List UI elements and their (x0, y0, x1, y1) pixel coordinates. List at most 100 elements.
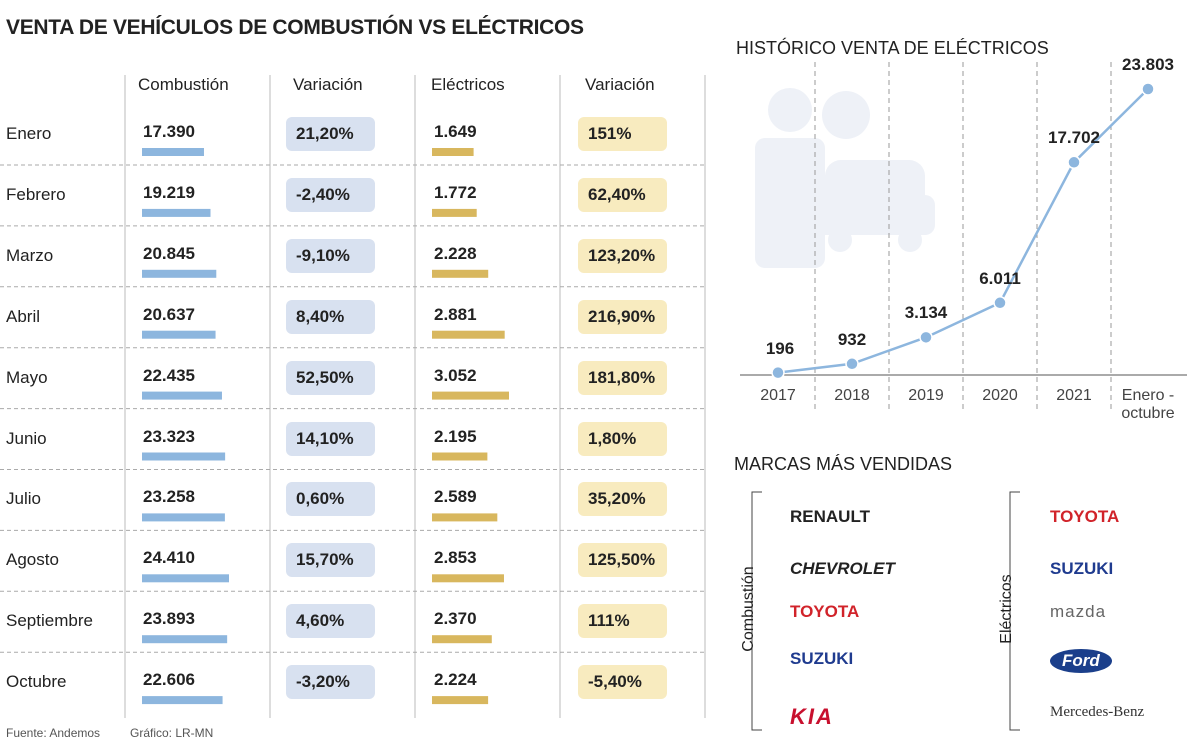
credit: Gráfico: LR-MN (130, 726, 214, 740)
combustion-value: 24.410 (143, 548, 195, 568)
brand-name: TOYOTA (790, 602, 860, 621)
combustion-value: 23.323 (143, 426, 195, 446)
combustion-bar (142, 148, 204, 156)
x-tick-label: 2021 (1056, 387, 1092, 404)
brand-name: CHEVROLET (790, 559, 895, 578)
combustion-bar (142, 513, 225, 522)
electric-value: 3.052 (434, 365, 477, 385)
chart-title: HISTÓRICO VENTA DE ELÉCTRICOS (736, 38, 1049, 58)
combustion-value: 22.606 (143, 670, 195, 690)
combustion-value: 19.219 (143, 182, 195, 202)
combustion-bar (142, 696, 223, 705)
electric-value: 2.853 (434, 548, 477, 568)
point (1067, 155, 1081, 170)
title: VENTA DE VEHÍCULOS DE COMBUSTIÓN VS ELÉC… (6, 16, 584, 39)
electric-change: 111% (578, 604, 667, 639)
combustion-bar (142, 208, 211, 217)
combustion-value: 22.435 (143, 365, 195, 385)
electric-value: 1.772 (434, 182, 477, 202)
column-header: Variación (293, 75, 363, 94)
source: Fuente: Andemos (6, 726, 101, 740)
combustion-value: 23.893 (143, 609, 195, 629)
combustion-change: -2,40% (286, 177, 375, 212)
combustion-value: 23.258 (143, 487, 195, 507)
x-tick-label: 2018 (834, 387, 870, 404)
electric-change: 62,40% (578, 177, 667, 212)
month-label: Mayo (6, 367, 48, 387)
combustion-value: 20.845 (143, 243, 195, 263)
group-label: Combustión (740, 566, 757, 652)
combustion-bar (142, 574, 229, 583)
column-header: Combustión (138, 75, 229, 94)
column-header: Eléctricos (431, 75, 505, 94)
x-tick-label: Enero - octubre (1121, 387, 1175, 422)
point (993, 296, 1007, 310)
electric-change: 1,80% (578, 421, 667, 456)
brand-name: RENAULT (790, 507, 870, 526)
line (777, 88, 1149, 374)
data-label: 6.011 (979, 268, 1021, 288)
point (845, 357, 859, 371)
electric-bar (432, 269, 489, 278)
combustion-change: -3,20% (286, 665, 375, 700)
month-label: Julio (6, 489, 41, 509)
electric-bar (432, 574, 504, 583)
month-label: Febrero (6, 184, 66, 204)
combustion-change: 21,20% (286, 117, 375, 151)
month-label: Enero (6, 124, 52, 143)
electric-change: -5,40% (578, 665, 667, 700)
point (1141, 82, 1155, 96)
table-dividers (124, 75, 706, 718)
data-label: 23.803 (1122, 55, 1174, 74)
combustion-value: 17.390 (143, 122, 195, 141)
point (919, 330, 933, 345)
electric-bar (432, 330, 505, 339)
electric-value: 2.228 (434, 243, 477, 263)
combustion-change: -9,10% (286, 238, 375, 273)
electric-bar (432, 452, 488, 461)
combustion-change: 15,70% (286, 543, 375, 578)
electric-change: 216,90% (578, 299, 667, 334)
combustion-bar (142, 269, 217, 278)
brand-brackets (751, 491, 1020, 731)
x-tick-label: 2019 (908, 387, 944, 404)
month-label: Abril (6, 306, 41, 326)
electric-bar (432, 148, 474, 156)
electric-value: 2.370 (434, 609, 477, 629)
month-label: Agosto (6, 550, 59, 570)
electric-bar (432, 513, 498, 522)
month-label: Junio (6, 428, 47, 448)
electric-bar (432, 391, 509, 400)
month-label: Octubre (6, 672, 67, 692)
month-label: Septiembre (6, 611, 93, 631)
column-header: Variación (585, 75, 655, 94)
electric-change: 181,80% (578, 360, 667, 395)
combustion-bar (142, 391, 222, 400)
data-label: 3.134 (904, 303, 948, 323)
combustion-change: 4,60% (286, 604, 375, 639)
combustion-change: 14,10% (286, 421, 375, 456)
combustion-change: 52,50% (286, 360, 375, 395)
combustion-bar (142, 635, 228, 644)
combustion-change: 0,60% (286, 482, 375, 517)
brand-name: TOYOTA (1050, 507, 1120, 526)
electric-bar (432, 696, 489, 705)
data-label: 196 (765, 338, 795, 358)
data-label: 932 (837, 329, 867, 349)
x-tick-label: 2020 (982, 387, 1018, 404)
electric-change: 125,50% (578, 543, 667, 578)
brand-name: Ford (1050, 649, 1112, 673)
background-icon (755, 88, 935, 268)
electric-value: 2.881 (434, 304, 477, 324)
electric-change: 151% (578, 117, 667, 151)
electric-bar (432, 635, 492, 644)
brand-name: KIA (790, 704, 834, 729)
electric-value: 1.649 (434, 122, 477, 141)
combustion-value: 20.637 (143, 304, 195, 324)
brand-name: SUZUKI (790, 649, 854, 668)
brands-title: MARCAS MÁS VENDIDAS (734, 454, 953, 474)
combustion-bar (142, 330, 216, 339)
electric-change: 35,20% (578, 482, 667, 517)
